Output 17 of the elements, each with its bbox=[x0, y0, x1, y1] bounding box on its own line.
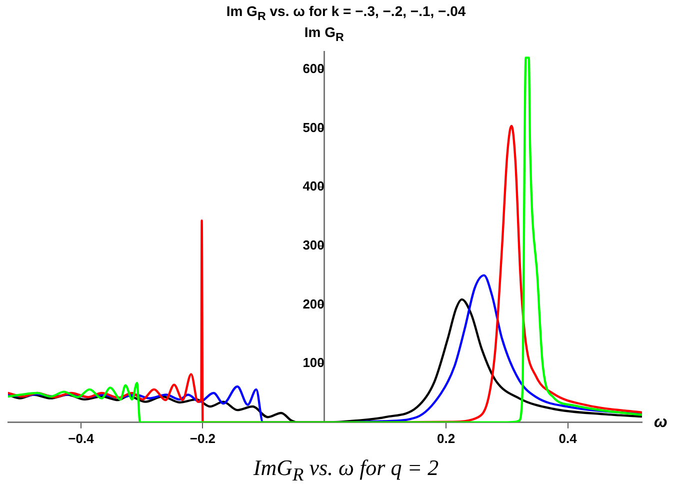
y-tick-label: 100 bbox=[302, 355, 324, 370]
x-tick-label: 0.2 bbox=[437, 430, 456, 446]
y-tick-label: 400 bbox=[302, 178, 324, 194]
y-tick-label: 200 bbox=[302, 296, 324, 312]
line-series bbox=[8, 274, 642, 422]
y-axis-title: Im G$_{R}$ bbox=[304, 24, 344, 44]
y-tick-label: 600 bbox=[302, 61, 324, 76]
line-series bbox=[8, 56, 642, 422]
x-axis-title: ω bbox=[654, 414, 668, 432]
text: ImG$_{R}$ vs. ω for q = 2 bbox=[252, 455, 440, 486]
x-tick-label: −0.4 bbox=[68, 430, 95, 446]
line-series bbox=[8, 124, 642, 422]
y-tick-label: 300 bbox=[302, 238, 324, 252]
chart-title: Im G$_{R}$ vs. ω for k = −.3, −.2, −.1, −.04 bbox=[225, 3, 467, 23]
x-tick-label: 0.4 bbox=[558, 430, 578, 446]
y-tick-label: 500 bbox=[302, 120, 324, 135]
x-tick-label: −0.2 bbox=[190, 430, 216, 446]
